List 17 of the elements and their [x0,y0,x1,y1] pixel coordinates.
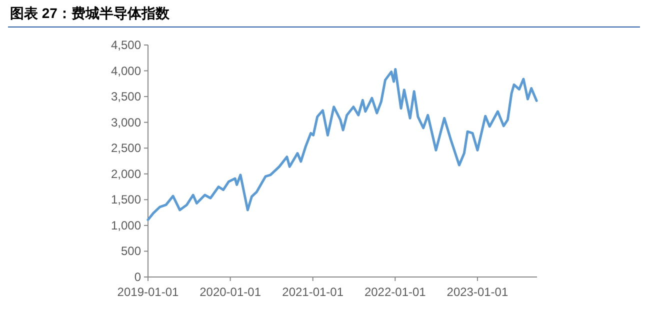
chart-title: 图表 27：费城半导体指数 [10,5,170,21]
y-tick-label: 500 [120,244,142,258]
y-tick-label: 4,000 [110,64,142,78]
x-tick-label: 2023-01-01 [446,285,508,299]
y-tick-label: 3,000 [110,115,142,130]
y-tick-label: 0 [134,270,142,284]
y-tick-label: 2,500 [110,141,142,156]
x-tick-label: 2020-01-01 [200,285,262,299]
x-tick-label: 2022-01-01 [364,285,426,299]
y-tick-label: 4,500 [110,38,142,52]
x-tick-label: 2019-01-01 [117,285,180,299]
line-series [146,68,538,222]
y-tick-label: 1,000 [110,218,142,232]
y-tick-label: 2,000 [110,166,142,181]
y-tick-label: 1,500 [110,192,142,207]
x-tick-label: 2021-01-01 [282,285,344,299]
y-tick-label: 3,500 [110,90,142,104]
